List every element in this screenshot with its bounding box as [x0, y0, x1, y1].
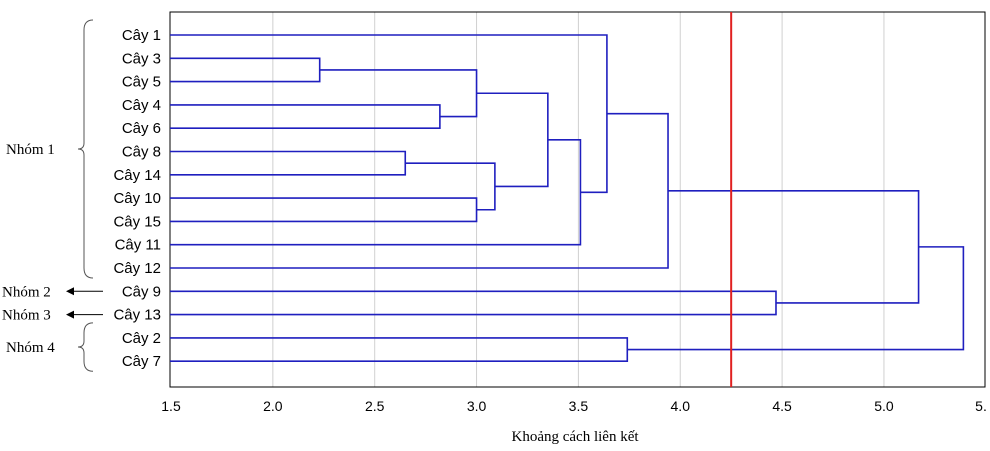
dendrogram-branch	[668, 190, 920, 304]
dendrogram-branches	[170, 34, 965, 362]
group-brace	[77, 322, 94, 372]
group-label: Nhóm 2	[2, 284, 51, 300]
x-tick-label: 1.5	[161, 398, 181, 414]
leaf-label: Cây 12	[113, 260, 161, 277]
leaf-labels: Cây 1 Cây 3 Cây 5 Cây 4 Cây 6 Cây 8 Cây 14 Cây …	[113, 27, 161, 370]
leaf-label: Cây 11	[115, 237, 161, 254]
x-tick-label: 5.0	[874, 398, 894, 414]
dendrogram-branch	[170, 290, 777, 316]
leaf-label: Cây 4	[122, 97, 161, 114]
leaf-label: Cây 5	[122, 74, 161, 91]
x-axis-ticks: 1.5 2.0 2.5 3.0 3.5 4.0 4.5 5.0 5.	[161, 398, 987, 414]
dendrogram-branch	[170, 57, 321, 83]
x-tick-label: 2.0	[263, 398, 283, 414]
dendrogram-branch	[170, 337, 629, 362]
dendrogram-branch	[170, 150, 407, 176]
dendrogram-branch	[170, 104, 441, 129]
dendrogram-branch	[405, 162, 496, 211]
grid-lines	[272, 12, 885, 387]
group-label: Nhóm 4	[6, 340, 55, 356]
dendrogram-branch	[170, 139, 582, 246]
x-tick-label: 4.0	[671, 398, 691, 414]
leaf-label: Cây 7	[122, 353, 161, 370]
x-tick-label: 5.	[975, 398, 987, 414]
group-arrow-head	[66, 310, 74, 319]
leaf-label: Cây 2	[122, 330, 161, 347]
leaf-label: Cây 10	[113, 190, 161, 207]
leaf-label: Cây 1	[122, 27, 161, 44]
x-tick-label: 3.5	[569, 398, 589, 414]
dendrogram-branch	[170, 197, 478, 223]
group-brace	[77, 19, 94, 279]
group-annotations: Nhóm 1 Nhóm 2 Nhóm 3 Nhóm 4	[2, 19, 103, 372]
x-tick-label: 2.5	[365, 398, 385, 414]
dendrogram-branch	[627, 246, 965, 351]
x-tick-label: 4.5	[772, 398, 792, 414]
x-axis-title: Khoảng cách liên kết	[511, 429, 639, 445]
dendrogram-branch	[319, 69, 478, 118]
dendrogram-branch	[476, 92, 549, 188]
plot-frame	[169, 11, 986, 388]
group-arrow-head	[66, 287, 74, 296]
leaf-label: Cây 6	[122, 120, 161, 137]
leaf-label: Cây 14	[113, 167, 161, 184]
leaf-label: Cây 15	[113, 213, 161, 230]
leaf-label: Cây 9	[122, 283, 161, 300]
leaf-label: Cây 3	[122, 50, 161, 67]
group-label: Nhóm 3	[2, 308, 51, 324]
leaf-label: Cây 13	[113, 307, 161, 324]
group-label: Nhóm 1	[6, 142, 55, 158]
leaf-label: Cây 8	[122, 144, 161, 161]
x-tick-label: 3.0	[467, 398, 487, 414]
